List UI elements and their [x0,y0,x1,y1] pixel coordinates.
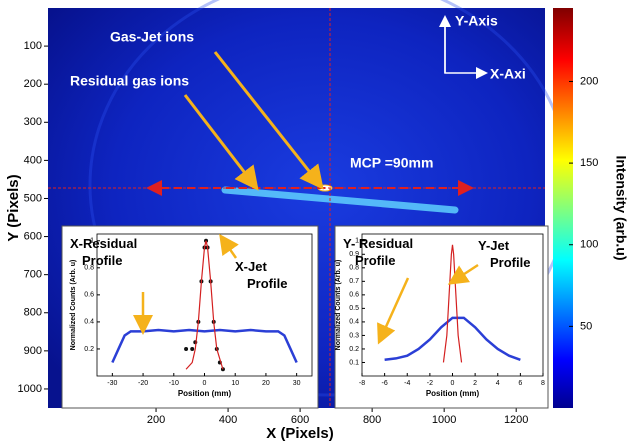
y-axis-label: Normalized Counts (Arb. u) [70,260,77,351]
data-line [111,328,298,363]
y-tick-label: 800 [24,307,42,319]
y-tick-label: 500 [24,192,42,204]
colorbar-tick-label: 150 [580,157,598,169]
x-tick-label: -4 [404,380,410,387]
colorbar-tick-label: 100 [580,239,598,251]
y-tick-label: 0.3 [349,332,359,339]
pointer-arrow [377,277,410,345]
data-line [384,316,521,362]
y-tick-label: 0.4 [84,319,94,326]
y-tick-label: 1 [355,238,359,245]
data-line [185,240,224,370]
inset-frame [61,225,319,409]
x-tick-label: -2 [427,380,433,387]
x-tick-label: 0 [203,380,207,387]
y-tick-label: 300 [24,116,42,128]
x-tick-label: -6 [382,380,388,387]
x-axis-label: X (Pixels) [266,425,334,442]
x-axis-label: Position (mm) [178,389,232,398]
y-tick-label: 0.4 [349,319,359,326]
data-point [190,346,195,351]
y-tick-label: 0.5 [349,305,359,312]
pointer-arrow [183,94,259,191]
y-tick-label: 0.7 [349,278,359,285]
annotation: MCP =90mm [350,155,433,171]
x-tick-label: 20 [262,380,270,387]
x-tick-label: 800 [363,414,381,426]
x-tick-label: 6 [518,380,522,387]
x-tick-label: 0 [451,380,455,387]
x-tick-label: 1000 [432,414,456,426]
y-tick-label: 1000 [18,383,42,395]
x-tick-label: 30 [293,380,301,387]
y-tick-label: 0.2 [349,346,359,353]
annotation: Residual gas ions [70,73,189,89]
pointer-arrow [219,233,239,259]
colorbar [553,8,573,408]
y-tick-label: 900 [24,345,42,357]
y-tick-label: 0.6 [84,292,94,299]
x-tick-label: -30 [107,380,117,387]
y-tick-label: 0.6 [349,292,359,299]
y-tick-label: 400 [24,154,42,166]
colorbar-label: Intensity (arb.u) [613,155,629,260]
x-tick-label: 400 [219,414,237,426]
x-tick-label: 4 [496,380,500,387]
annotation: Y-Axis [455,13,498,29]
y-tick-label: 700 [24,269,42,281]
y-tick-label: 0.8 [349,265,359,272]
y-tick-label: 200 [24,78,42,90]
y-tick-label: 600 [24,230,42,242]
x-tick-label: -20 [138,380,148,387]
y-axis-label: Normalized Counts (Arb. u) [335,260,342,351]
y-tick-label: 1 [90,238,94,245]
y-tick-label: 0.8 [84,265,94,272]
x-tick-label: 1200 [504,414,528,426]
x-tick-label: 10 [231,380,239,387]
data-point [184,346,189,351]
y-tick-label: 0.1 [349,359,359,366]
residual-streak [221,186,459,214]
inset-frame [334,225,549,409]
annotation: X-Residual Profile [70,236,141,268]
y-tick-label: 100 [24,40,42,52]
pointer-arrow [447,263,479,285]
colorbar-tick-label: 200 [580,75,598,87]
y-axis-label: Y (Pixels) [5,174,22,241]
x-tick-label: 2 [473,380,477,387]
annotation: Gas-Jet ions [110,29,194,45]
x-tick-label: 600 [291,414,309,426]
x-tick-label: 8 [541,380,545,387]
x-tick-label: 200 [147,414,165,426]
colorbar-tick-label: 50 [580,320,592,332]
y-tick-label: 0.9 [349,251,359,258]
data-line [442,244,463,363]
y-tick-label: 0.2 [84,346,94,353]
annotation: Y-Jet Profile [478,238,530,270]
annotation: X-Axi [490,66,526,82]
annotation: X-Jet Profile [235,259,287,291]
pointer-arrow [213,51,324,190]
x-tick-label: -10 [169,380,179,387]
x-axis-label: Position (mm) [426,389,480,398]
annotation: Y- Residual Profile [343,236,417,268]
x-tick-label: -8 [359,380,365,387]
